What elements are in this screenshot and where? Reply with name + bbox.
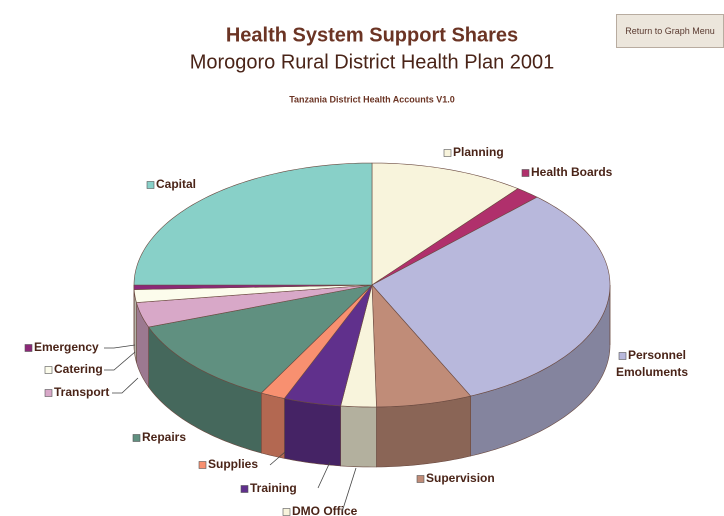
legend-swatch: [132, 434, 141, 442]
legend-swatch: [24, 344, 33, 352]
slice-label: Planning: [453, 145, 504, 159]
legend-swatch: [44, 366, 53, 374]
slice-label: Emergency: [34, 340, 99, 354]
legend-swatch: [146, 181, 155, 189]
pie-side: [284, 398, 341, 467]
pie-slice: [133, 284, 373, 303]
pie-slice: [260, 284, 373, 399]
leader-line: [269, 451, 286, 466]
slice-label: Supervision: [426, 471, 495, 485]
legend-swatch: [198, 461, 207, 469]
pie-slice: [371, 188, 538, 286]
pie-slice: [371, 162, 519, 286]
pie-side: [260, 392, 285, 459]
pie-slice: [371, 196, 611, 397]
pie-slice: [371, 284, 472, 408]
slice-label: Training: [250, 481, 297, 495]
slice-label: DMO Office: [292, 504, 358, 516]
pie-slice: [283, 284, 373, 407]
chart-title: Health System Support Shares: [226, 24, 518, 46]
pie-slice: [136, 284, 373, 328]
slice-label: Health Boards: [531, 165, 613, 179]
pie-rim: [133, 285, 611, 345]
pie-side: [340, 405, 377, 468]
legend-swatch: [443, 149, 452, 157]
slice-label: Repairs: [142, 430, 186, 444]
pie-slice: [148, 284, 373, 394]
legend-swatch: [282, 508, 291, 516]
leader-line: [341, 467, 357, 513]
slice-label: Transport: [54, 385, 109, 399]
legend-swatch: [44, 389, 53, 397]
pie-slice: [133, 162, 373, 286]
leader-line: [112, 377, 139, 394]
pie-slice: [340, 284, 377, 408]
return-button[interactable]: Return to Graph Menu: [616, 14, 724, 48]
leader-line: [317, 461, 331, 489]
slice-label: Personnel Emoluments: [616, 348, 688, 379]
leader-line: [104, 344, 136, 349]
chart-subtitle: Morogoro Rural District Health Plan 2001: [190, 51, 555, 73]
leader-line: [104, 351, 136, 371]
legend-swatch: [618, 352, 627, 360]
source-note: Tanzania District Health Accounts V1.0: [289, 94, 455, 104]
slice-label: Catering: [54, 362, 103, 376]
legend-swatch: [240, 485, 249, 493]
slice-label: Supplies: [208, 457, 258, 471]
slice-label: Capital: [156, 177, 196, 191]
legend-swatch: [416, 475, 425, 483]
legend-swatch: [521, 169, 530, 177]
